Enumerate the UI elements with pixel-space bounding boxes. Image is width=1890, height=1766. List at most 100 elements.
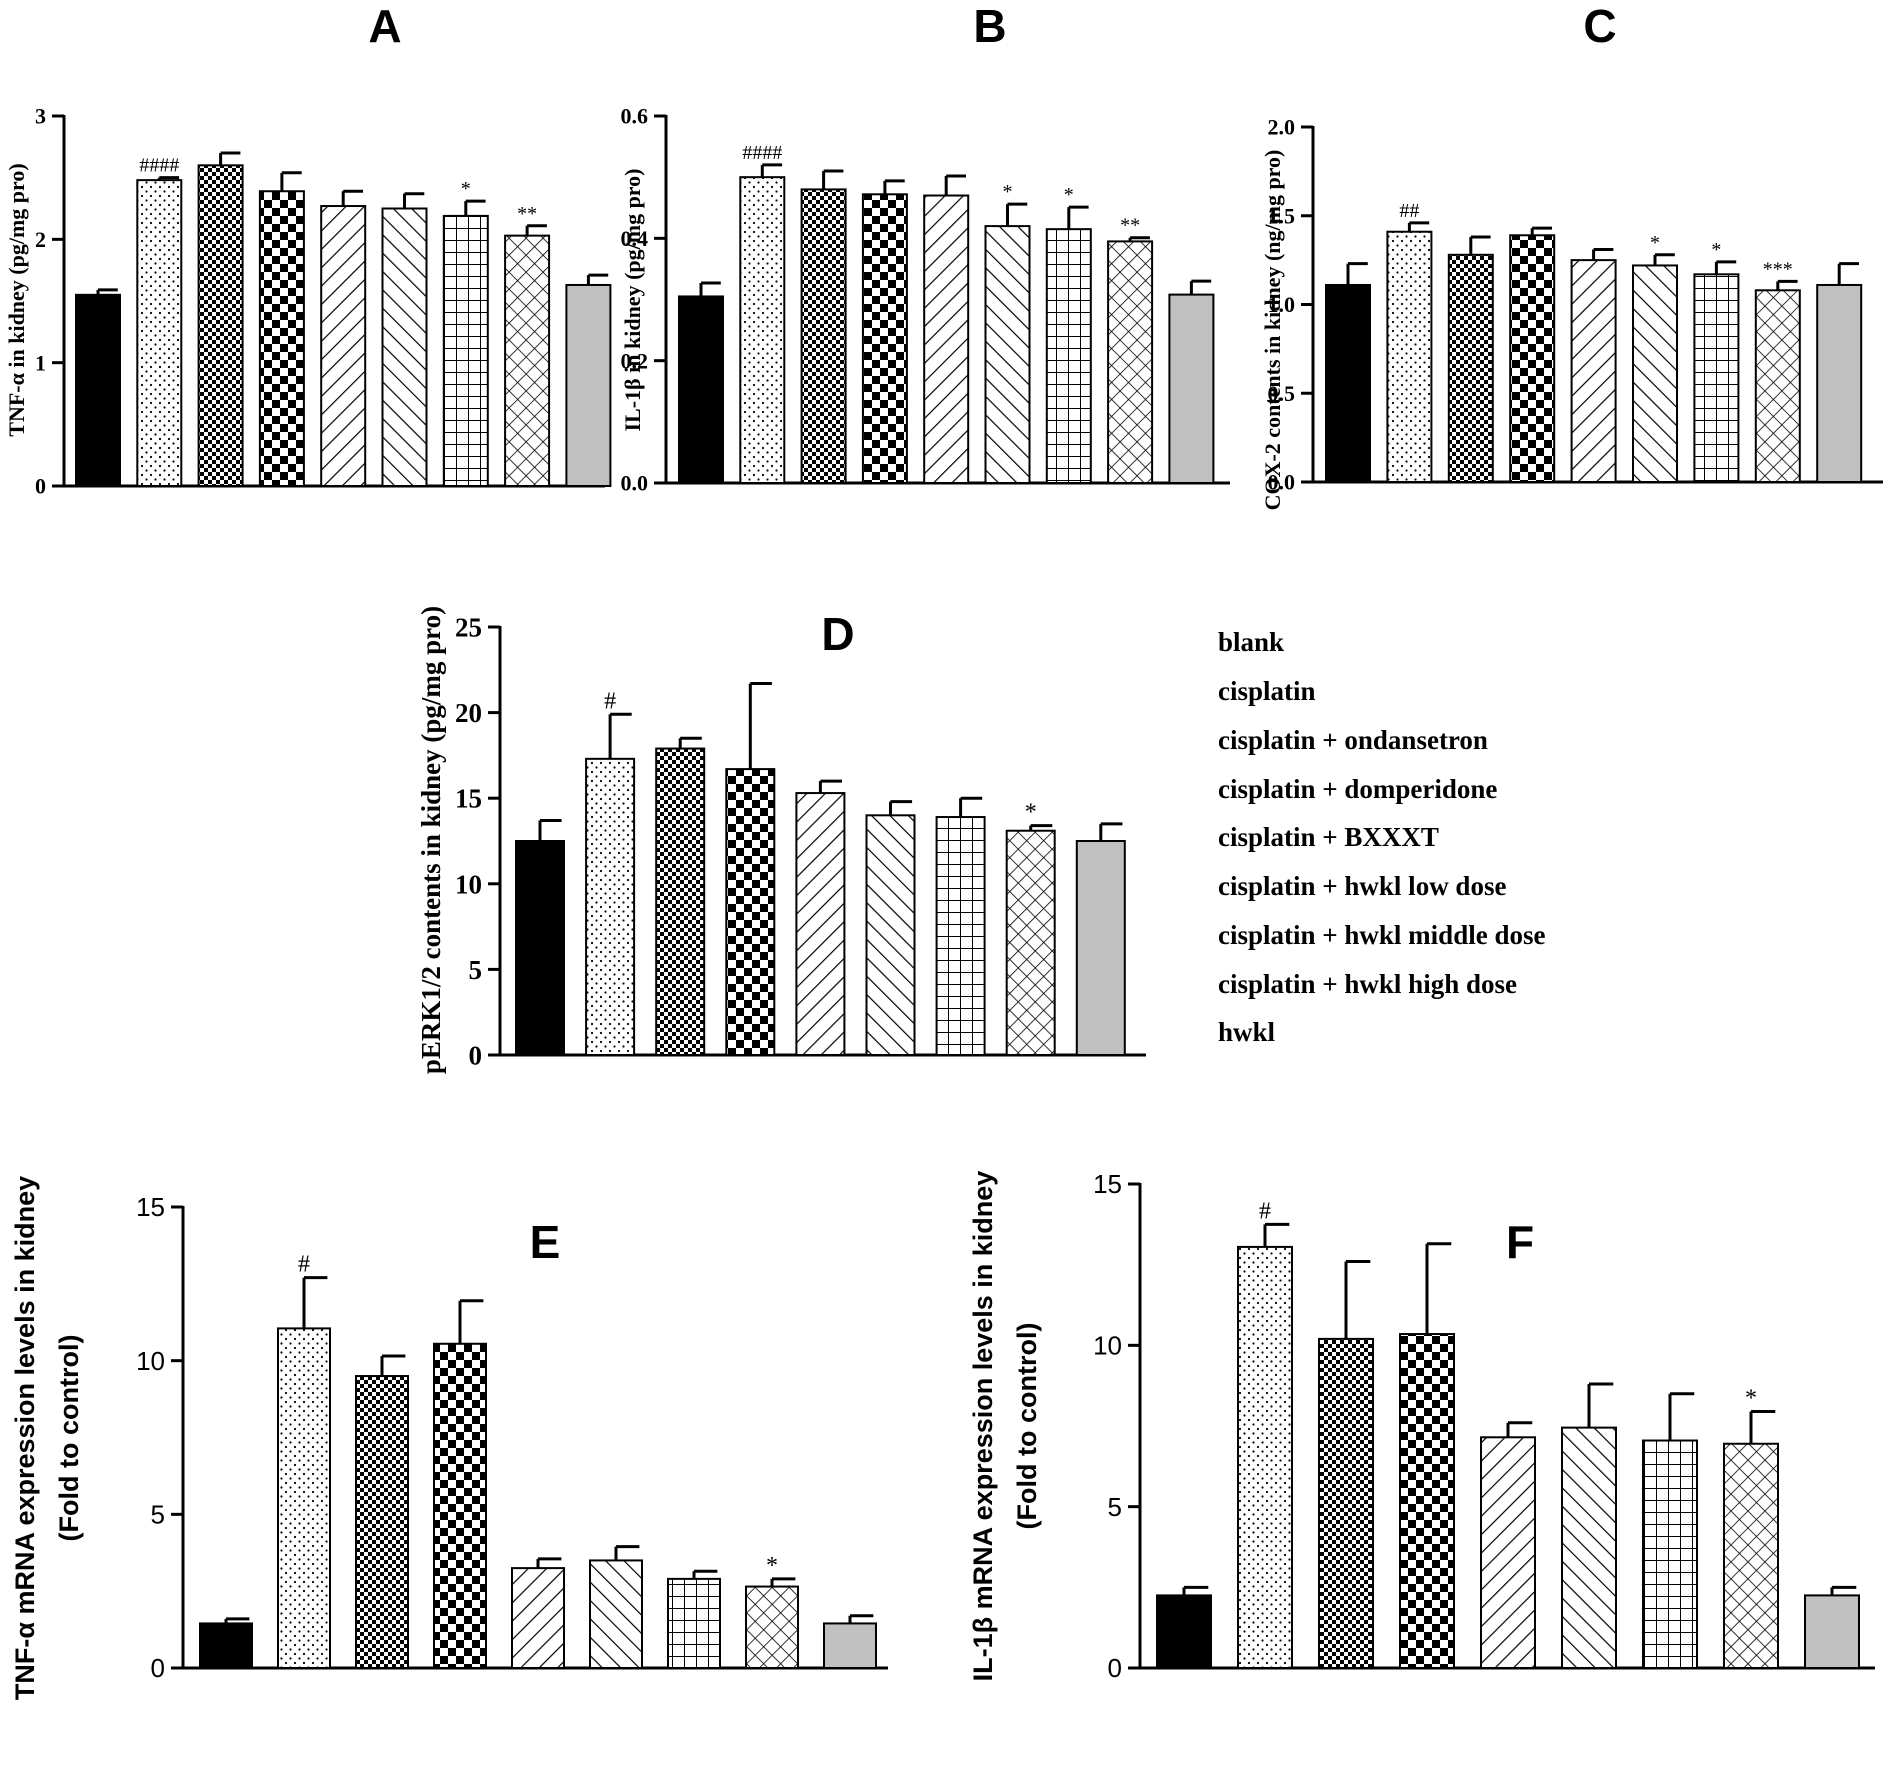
bar-diag-forward	[1480, 1436, 1536, 1669]
bar-diag-back	[984, 225, 1031, 484]
bar-dots	[277, 1327, 331, 1669]
significance-mark: ***	[1763, 258, 1793, 280]
legend-item: hwkl	[1218, 1017, 1276, 1047]
significance-mark: ####	[742, 142, 782, 164]
bar-coarse-checker	[1399, 1333, 1455, 1670]
y-tick-label: 0.6	[621, 104, 649, 129]
bar-grid	[1693, 273, 1740, 484]
bar-fine-checker	[197, 164, 244, 487]
panel-letter-b: B	[973, 0, 1006, 52]
bar-fine-checker	[655, 747, 706, 1056]
bar-coarse-checker	[258, 190, 305, 487]
y-tick-label: 20	[455, 698, 482, 728]
panel-letter-a: A	[368, 0, 401, 52]
y-tick-label: 10	[455, 869, 482, 899]
bar-coarse-checker	[861, 193, 908, 484]
bar-diag-forward	[795, 792, 846, 1057]
bar-fine-checker	[355, 1375, 409, 1669]
y-tick-label: 15	[136, 1192, 165, 1222]
bar-crosshatch	[504, 234, 551, 487]
bar-solid-black	[678, 295, 724, 485]
y-tick-label: 0.0	[621, 471, 649, 496]
bar-diag-back	[589, 1559, 643, 1670]
legend-item: cisplatin + hwkl middle dose	[1218, 920, 1545, 950]
y-tick-label: 0	[151, 1653, 165, 1683]
y-axis-label: IL-1β mRNA expression levels in kidney	[968, 1171, 998, 1682]
bar-diag-forward	[923, 194, 970, 484]
y-axis-label: TNF-α in kidney (pg/mg pro)	[4, 163, 29, 436]
y-tick-label: 0.2	[621, 348, 649, 373]
y-axis-label-secondary: (Fold to control)	[1012, 1323, 1042, 1530]
significance-mark: #	[298, 1252, 310, 1278]
bar-diag-back	[381, 207, 428, 487]
bar-diag-back	[1561, 1426, 1617, 1669]
bar-dots	[739, 176, 786, 485]
panel-letter-f: F	[1506, 1216, 1534, 1268]
significance-mark: #	[604, 688, 616, 714]
bar-coarse-checker	[433, 1342, 487, 1669]
y-tick-label: 2.0	[1268, 115, 1296, 140]
panel-letter-d: D	[821, 608, 854, 660]
bar-solid-black	[515, 840, 565, 1056]
significance-mark: *	[1064, 184, 1074, 206]
significance-mark: *	[1003, 181, 1013, 203]
bar-grid	[1642, 1439, 1698, 1670]
y-axis-label-secondary: (Fold to control)	[54, 1335, 84, 1542]
bar-diag-forward	[511, 1567, 565, 1670]
bar-solid-black	[1156, 1594, 1212, 1670]
bar-crosshatch	[745, 1585, 799, 1669]
bar-coarse-checker	[725, 768, 776, 1056]
significance-mark: *	[461, 178, 471, 200]
bar-solid-gray	[1804, 1594, 1860, 1670]
chart-panel-d: 0 5 10 15 20 25 pERK1/2 contents in kidney (pg…	[416, 606, 1146, 1074]
significance-mark: ####	[139, 155, 179, 177]
legend: blank cisplatin cisplatin + ondansetron …	[1218, 627, 1545, 1047]
y-tick-label: 5	[151, 1499, 165, 1529]
significance-mark: ##	[1399, 200, 1419, 222]
y-tick-label: 5	[1108, 1492, 1122, 1522]
y-tick-label: 0.4	[621, 226, 649, 251]
bar-grid	[1045, 228, 1092, 484]
legend-item: cisplatin + domperidone	[1218, 774, 1497, 804]
y-tick-label: 1.0	[1268, 292, 1296, 317]
y-tick-label: 0.5	[1268, 381, 1296, 406]
significance-mark: *	[1650, 232, 1660, 254]
y-tick-label: 10	[136, 1346, 165, 1376]
bar-crosshatch	[1723, 1442, 1779, 1670]
bar-diag-back	[1632, 264, 1678, 484]
bar-solid-gray	[823, 1622, 877, 1669]
bar-solid-gray	[1816, 283, 1863, 483]
bar-crosshatch	[1005, 829, 1056, 1057]
legend-item: cisplatin + hwkl high dose	[1218, 969, 1517, 999]
y-axis-label: COX-2 contents in kidney (ng/mg pro)	[1260, 150, 1285, 511]
legend-item: cisplatin	[1218, 676, 1316, 706]
bar-dots	[1237, 1245, 1293, 1670]
y-tick-label: 0	[35, 474, 46, 499]
bar-diag-forward	[1570, 259, 1617, 483]
significance-mark: *	[766, 1553, 778, 1579]
y-tick-label: 10	[1093, 1330, 1122, 1360]
y-tick-label: 15	[455, 784, 482, 814]
bar-solid-gray	[1168, 293, 1215, 484]
significance-mark: **	[517, 203, 537, 225]
bar-dots	[585, 757, 636, 1056]
legend-item: cisplatin + hwkl low dose	[1218, 871, 1506, 901]
y-tick-label: 1.5	[1268, 203, 1296, 228]
y-tick-label: 0	[1108, 1653, 1122, 1683]
legend-item: cisplatin + BXXXT	[1218, 822, 1439, 852]
bar-coarse-checker	[1509, 234, 1556, 483]
bar-solid-black	[75, 293, 121, 488]
y-tick-label: 0.0	[1268, 470, 1296, 495]
significance-mark: #	[1259, 1198, 1271, 1224]
legend-item: blank	[1218, 627, 1284, 657]
y-axis-label: TNF-α mRNA expression levels in kidney	[10, 1176, 40, 1700]
chart-panel-f: 0 5 10 15 IL-1β mRNA expression levels in ki…	[968, 1169, 1875, 1683]
significance-mark: *	[1711, 239, 1721, 261]
significance-mark: **	[1120, 215, 1140, 237]
bar-dots	[136, 179, 183, 487]
bar-crosshatch	[1754, 289, 1801, 483]
bar-grid	[442, 214, 489, 487]
panel-letter-c: C	[1583, 0, 1616, 52]
bar-diag-back	[865, 814, 916, 1056]
